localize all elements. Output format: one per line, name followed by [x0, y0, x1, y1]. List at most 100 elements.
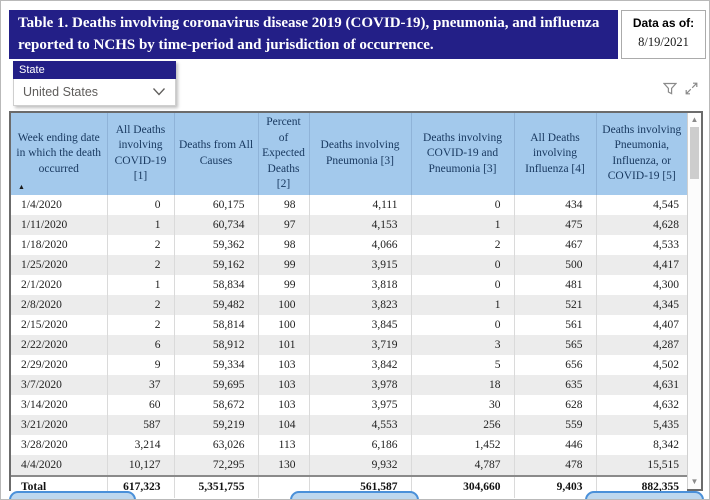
value-cell: 103 — [258, 394, 310, 415]
value-cell: 478 — [514, 454, 597, 475]
col-header-label: All Deaths involving COVID-19 [1] — [114, 123, 167, 183]
value-cell: 103 — [258, 354, 310, 375]
value-cell: 1 — [107, 214, 175, 235]
value-cell: 0 — [411, 314, 515, 335]
scroll-up-icon[interactable]: ▲ — [690, 115, 699, 124]
value-cell: 1 — [411, 214, 515, 235]
col-header-covid-and-pneumonia[interactable]: Deaths involving COVID-19 and Pneumonia … — [411, 113, 515, 195]
value-cell: 60 — [107, 394, 175, 415]
nav-button-2[interactable] — [290, 491, 419, 499]
value-cell: 130 — [258, 454, 310, 475]
scroll-down-icon[interactable]: ▼ — [690, 477, 699, 486]
value-cell: 3,719 — [309, 334, 412, 355]
value-cell: 2 — [107, 294, 175, 315]
value-cell: 4,287 — [653, 338, 679, 351]
state-dropdown[interactable]: United States — [13, 79, 176, 106]
col-header-label: Deaths involving Pneumonia, Influenza, o… — [602, 123, 682, 183]
value-cell: 4,545 — [653, 198, 679, 211]
value-cell: 434 — [514, 194, 597, 215]
value-cell: 18 — [411, 374, 515, 395]
col-header-percent-expected[interactable]: Percent of Expected Deaths [2] — [258, 113, 310, 195]
col-header-label: Deaths involving COVID-19 and Pneumonia … — [423, 131, 502, 175]
week-ending-cell: 1/25/2020 — [11, 254, 108, 275]
col-header-covid-deaths[interactable]: All Deaths involving COVID-19 [1] — [107, 113, 175, 195]
value-cell: 559 — [514, 414, 597, 435]
state-slicer-label: State — [13, 61, 176, 79]
col-header-label: All Deaths involving Influenza [4] — [525, 131, 585, 175]
col-header-pneumonia[interactable]: Deaths involving Pneumonia [3] — [309, 113, 412, 195]
value-cell: 3,823 — [309, 294, 412, 315]
value-cell: 3,845 — [309, 314, 412, 335]
table-row: 2/1/2020 1 58,834 99 3,818 0 481 4,300 — [11, 274, 687, 295]
table-row: 3/14/2020 60 58,672 103 3,975 30 628 4,632 — [11, 394, 687, 415]
vertical-scrollbar[interactable]: ▲ ▼ — [687, 113, 701, 489]
week-ending-cell: 2/15/2020 — [11, 314, 108, 335]
value-cell: 6 — [107, 334, 175, 355]
table-row: 1/11/2020 1 60,734 97 4,153 1 475 4,628 — [11, 214, 687, 235]
value-cell: 2 — [107, 314, 175, 335]
value-cell: 1,452 — [411, 434, 515, 455]
value-cell: 59,219 — [174, 414, 259, 435]
value-cell: 656 — [514, 354, 597, 375]
value-cell: 97 — [258, 214, 310, 235]
deaths-table-visual: Week ending date in which the death occu… — [9, 111, 703, 498]
total-value-cell: 5,351,755 — [174, 474, 259, 498]
value-cell: 0 — [411, 194, 515, 215]
state-dropdown-value: United States — [23, 85, 99, 99]
data-as-of-box: Data as of: 8/19/2021 — [621, 10, 706, 59]
value-cell: 30 — [411, 394, 515, 415]
header-row: Week ending date in which the death occu… — [11, 113, 687, 195]
value-cell: 4,502 — [653, 358, 679, 371]
value-cell: 72,295 — [174, 454, 259, 475]
value-cell: 58,912 — [174, 334, 259, 355]
visual-header-toolbar — [663, 82, 698, 95]
data-as-of-date: 8/19/2021 — [638, 35, 689, 49]
table-row: 4/4/2020 10,127 72,295 130 9,932 4,787 478 15,5… — [11, 454, 687, 475]
value-cell: 15,515 — [647, 458, 679, 471]
value-cell: 3,818 — [309, 274, 412, 295]
value-cell: 4,787 — [411, 454, 515, 475]
value-cell: 635 — [514, 374, 597, 395]
col-header-all-causes[interactable]: Deaths from All Causes — [174, 113, 259, 195]
value-cell: 103 — [258, 374, 310, 395]
total-value-cell: 304,660 — [411, 474, 515, 498]
scrollbar-thumb[interactable] — [690, 127, 699, 179]
table-row: 2/15/2020 2 58,814 100 3,845 0 561 4,407 — [11, 314, 687, 335]
value-cell: 4,111 — [309, 194, 412, 215]
table-row: 2/22/2020 6 58,912 101 3,719 3 565 4,287 — [11, 334, 687, 355]
week-ending-cell: 3/7/2020 — [11, 374, 108, 395]
value-cell: 99 — [258, 274, 310, 295]
value-cell: 521 — [514, 294, 597, 315]
sort-ascending-icon: ▲ — [18, 182, 25, 191]
value-cell: 565 — [514, 334, 597, 355]
table-body: 1/4/2020 0 60,175 98 4,111 0 434 4,545 1/11/2020… — [11, 194, 687, 475]
col-header-week[interactable]: Week ending date in which the death occu… — [11, 113, 108, 195]
filter-funnel-icon[interactable] — [663, 82, 677, 95]
value-cell: 9,932 — [309, 454, 412, 475]
value-cell: 59,334 — [174, 354, 259, 375]
value-cell: 587 — [107, 414, 175, 435]
value-cell: 4,153 — [309, 214, 412, 235]
value-cell: 6,186 — [309, 434, 412, 455]
col-header-label: Deaths involving Pneumonia [3] — [320, 139, 400, 167]
focus-mode-icon[interactable] — [685, 82, 698, 95]
value-cell: 113 — [258, 434, 310, 455]
value-cell: 0 — [411, 254, 515, 275]
table-row: 1/18/2020 2 59,362 98 4,066 2 467 4,533 — [11, 234, 687, 255]
table-row: 1/25/2020 2 59,162 99 3,915 0 500 4,417 — [11, 254, 687, 275]
value-cell: 561 — [514, 314, 597, 335]
value-cell: 8,342 — [653, 438, 679, 451]
col-header-influenza[interactable]: All Deaths involving Influenza [4] — [514, 113, 597, 195]
value-cell: 3,975 — [309, 394, 412, 415]
nav-button-3[interactable] — [585, 491, 704, 499]
value-cell: 3,915 — [309, 254, 412, 275]
week-ending-cell: 2/29/2020 — [11, 354, 108, 375]
value-cell: 446 — [514, 434, 597, 455]
value-cell: 58,814 — [174, 314, 259, 335]
deaths-table: Week ending date in which the death occu… — [11, 113, 687, 475]
value-cell: 59,482 — [174, 294, 259, 315]
nav-button-1[interactable] — [9, 491, 136, 499]
week-ending-cell: 4/4/2020 — [11, 454, 108, 475]
data-as-of-label: Data as of: — [632, 16, 695, 30]
col-header-pic[interactable]: Deaths involving Pneumonia, Influenza, o… — [596, 113, 687, 195]
